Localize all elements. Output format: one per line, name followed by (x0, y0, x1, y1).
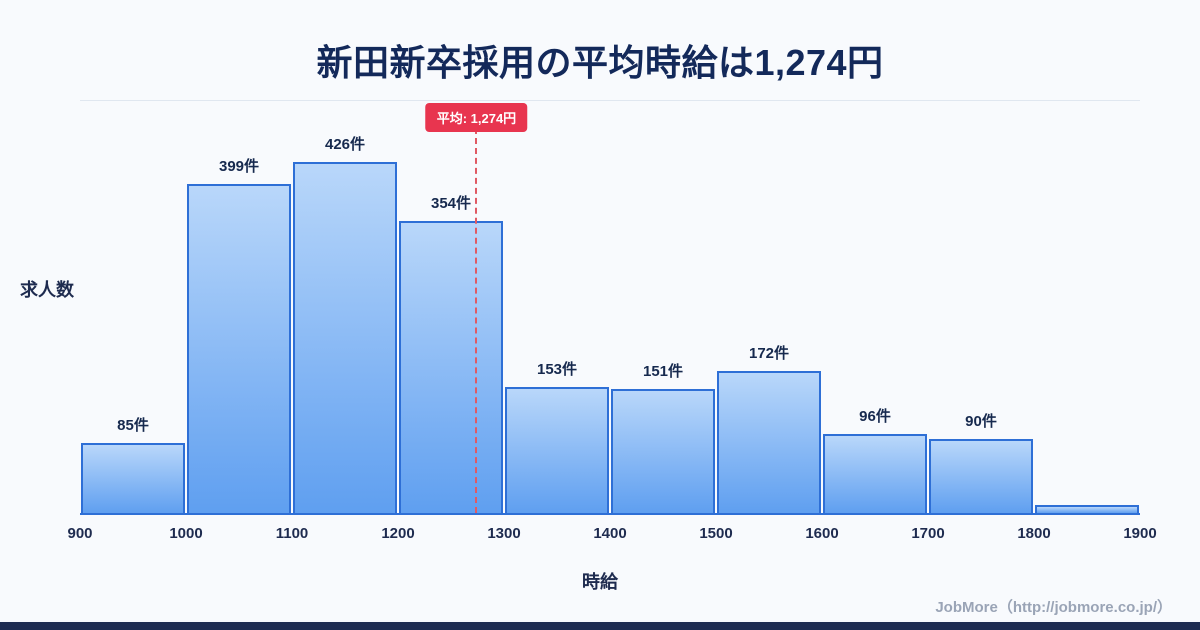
bar-value-label: 426件 (324, 135, 366, 153)
x-tick-label: 1700 (911, 525, 945, 542)
bar-value-label: 151件 (642, 362, 684, 380)
bars-container: 85件 399件 426件 354件 153件 151件 172件 96件 90件 (80, 101, 1140, 513)
bar-value-label: 96件 (859, 407, 891, 425)
histogram-bar (823, 433, 927, 513)
bar-value-label: 172件 (748, 345, 790, 363)
x-tick-label: 1800 (1017, 525, 1051, 542)
average-line (475, 128, 478, 513)
x-tick-label: 1200 (381, 525, 415, 542)
x-axis-ticks: 900 1000 1100 1200 1300 1400 1500 1600 1700 1800 1… (67, 513, 1156, 545)
x-tick-label: 1300 (487, 525, 521, 542)
histogram-bar (611, 388, 715, 513)
x-tick-label: 1400 (593, 525, 627, 542)
histogram-bar (717, 371, 821, 513)
bar-value-label: 85件 (117, 416, 149, 434)
bar-value-label: 399件 (218, 158, 260, 176)
chart-title: 新田新卒採用の平均時給は1,274円 (316, 42, 884, 83)
histogram-bar (399, 221, 503, 513)
x-tick-label: 1100 (275, 525, 309, 542)
bar-value-label: 90件 (965, 412, 997, 430)
bar-value-label: 354件 (430, 195, 472, 213)
histogram-bar (187, 184, 291, 513)
histogram-bar (81, 442, 185, 513)
average-badge: 平均: 1,274円 (425, 103, 528, 132)
x-tick-label: 1500 (699, 525, 733, 542)
x-tick-label: 900 (67, 525, 93, 542)
histogram-bar (505, 386, 609, 513)
bottom-accent-bar (0, 622, 1200, 630)
footer-credit: JobMore（http://jobmore.co.jp/） (935, 599, 1172, 616)
y-axis-label: 求人数 (20, 280, 74, 300)
bar-value-label: 153件 (536, 360, 578, 378)
plot-area: 85件 399件 426件 354件 153件 151件 172件 96件 90件 平均: 1,… (67, 100, 1157, 542)
x-axis-label: 時給 (582, 572, 618, 592)
x-tick-label: 1900 (1123, 525, 1157, 542)
histogram-bar (293, 161, 397, 513)
histogram-bar (1035, 504, 1139, 513)
histogram-bar (929, 438, 1033, 513)
x-tick-label: 1600 (805, 525, 839, 542)
x-tick-label: 1000 (169, 525, 203, 542)
